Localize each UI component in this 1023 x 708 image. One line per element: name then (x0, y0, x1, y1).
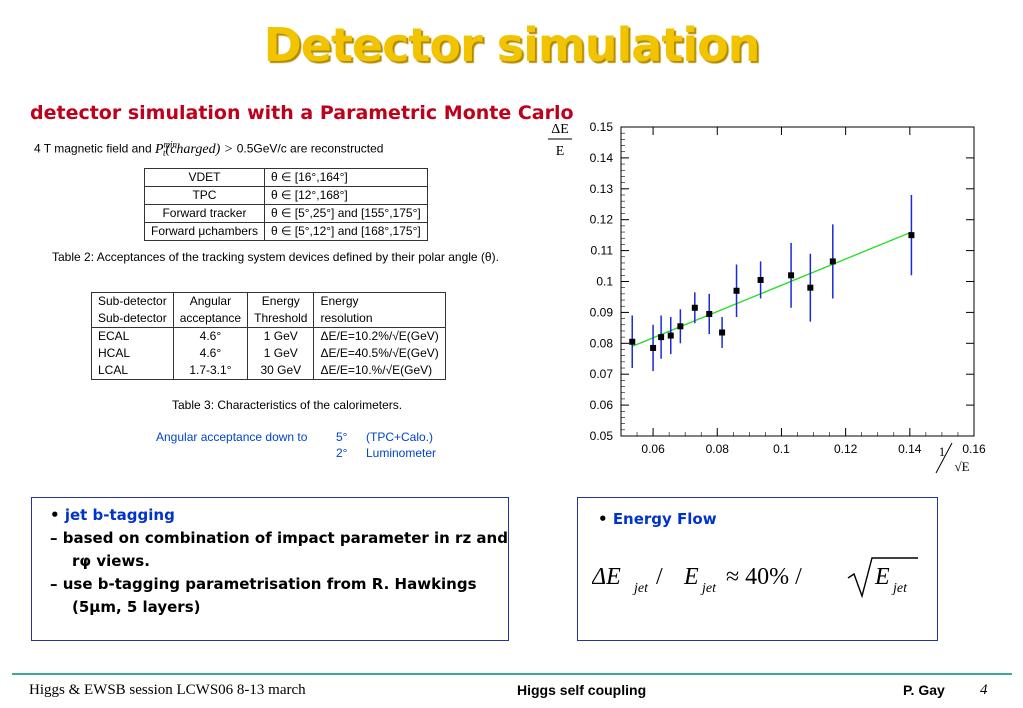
btagging-box: • jet b-tagging – based on combination o… (31, 497, 509, 641)
plot-frame (620, 126, 975, 437)
table-row: Forward tracker θ ∈ [5°,25°] and [155°,17… (144, 204, 428, 223)
energy-flow-formula: ΔE jet / E jet ≈ 40% / E jet (592, 557, 918, 599)
x-tick-label: 0.1 (773, 442, 790, 456)
angular-acceptance-note: Angular acceptance down to 5° (TPC+Calo.) … (156, 429, 436, 461)
y-tick-label: 0.09 (590, 305, 614, 319)
slide-title: Detector simulation (263, 18, 761, 72)
btag-item: – based on combination of impact paramet… (50, 529, 508, 570)
table-header-row: Sub-detector acceptance Threshold resolutio… (91, 310, 446, 328)
data-point (706, 310, 713, 317)
fit-line (631, 231, 912, 347)
data-point (719, 329, 726, 336)
table2-caption: Table 2: Acceptances of the tracking sys… (52, 250, 499, 264)
table-row: LCAL 1.7-3.1° 30 GeV ΔE/E=10.%/√E(GeV) (91, 362, 446, 380)
y-tick-label: 0.11 (591, 244, 614, 258)
data-point (691, 304, 698, 311)
acceptance-desc: Luminometer (366, 446, 437, 460)
footer-divider (12, 673, 1012, 675)
y-tick-label: 0.13 (590, 182, 614, 196)
table-row: ECAL 4.6° 1 GeV ΔE/E=10.2%/√E(GeV) (91, 327, 446, 345)
data-point (667, 332, 674, 339)
acceptance-angle: 5° (336, 430, 348, 444)
energy-flow-box: • Energy Flow ΔE jet / E jet ≈ 40% / E j… (577, 497, 938, 641)
data-point (733, 287, 740, 294)
section-subtitle: detector simulation with a Parametric Mo… (30, 102, 574, 124)
acceptance-label: Angular acceptance down to (156, 430, 308, 444)
intro-text: 4 T magnetic field and Pmint(charged) > … (34, 139, 383, 158)
table-row: HCAL 4.6° 1 GeV ΔE/E=40.5%/√E(GeV) (91, 345, 446, 362)
y-axis-label: E (556, 144, 565, 159)
data-point (788, 272, 795, 279)
x-tick-label: 0.14 (898, 442, 922, 456)
x-tick-label: 0.06 (641, 442, 665, 456)
formula-e: E (683, 564, 699, 590)
y-tick-label: 0.14 (590, 151, 614, 165)
y-tick-label: 0.06 (590, 398, 614, 412)
x-axis-label: √E (954, 459, 969, 474)
formula-slash: / (656, 564, 663, 590)
x-axis-label: 1 (939, 444, 946, 459)
table-header-row: Sub-detector Angular Energy Energy (91, 292, 446, 310)
x-tick-label: 0.08 (706, 442, 730, 456)
intro-post: 0.5GeV/c are reconstructed (236, 141, 384, 156)
data-point (757, 276, 764, 283)
intro-pre: 4 T magnetic field and (34, 141, 155, 156)
table3-caption: Table 3: Characteristics of the calorime… (172, 398, 403, 412)
data-point (677, 323, 684, 330)
formula-sub: jet (891, 581, 908, 596)
footer-author: P. Gay (903, 682, 945, 698)
page-number: 4 (980, 682, 988, 698)
data-point (650, 344, 657, 351)
table-row: Forward μchambers θ ∈ [5°,12°] and [168°,… (144, 222, 428, 241)
sqrt-sign (847, 557, 918, 599)
y-tick-label: 0.15 (590, 120, 614, 134)
y-tick-label: 0.05 (590, 429, 614, 443)
y-tick-label: 0.1 (596, 275, 613, 289)
x-tick-label: 0.12 (834, 442, 858, 456)
table-row: VDET θ ∈ [16°,164°] (144, 168, 428, 187)
acceptance-angle: 2° (336, 446, 348, 460)
formula-delta-e: ΔE (592, 564, 621, 590)
btag-heading: • jet b-tagging (50, 506, 175, 524)
tracking-acceptance-table: VDET θ ∈ [16°,164°] TPC θ ∈ [12°,168°] For… (144, 168, 428, 241)
y-tick-label: 0.07 (590, 367, 614, 381)
y-axis-label: ΔE (551, 122, 569, 137)
formula-approx: ≈ 40% / (726, 564, 802, 590)
formula-sub: jet (700, 581, 717, 596)
y-tick-label: 0.08 (590, 336, 614, 350)
data-point (658, 334, 665, 341)
calorimeter-table: Sub-detector Angular Energy Energy Sub-dete… (91, 292, 446, 380)
eflow-heading: • Energy Flow (598, 510, 717, 528)
formula-sqrt-e: E (874, 564, 890, 590)
data-point (908, 232, 915, 239)
x-label-slash (935, 442, 953, 474)
data-point (829, 258, 836, 265)
y-tick-label: 0.12 (590, 213, 614, 227)
x-tick-label: 0.16 (962, 442, 986, 456)
formula-sub: jet (632, 581, 649, 596)
footer-session: Higgs & EWSB session LCWS06 8-13 march (29, 682, 306, 698)
data-point (629, 338, 636, 345)
table-row: TPC θ ∈ [12°,168°] (144, 186, 428, 205)
energy-resolution-chart: 0.050.060.070.080.090.10.110.120.130.140… (548, 120, 986, 474)
btag-item: – use b-tagging parametrisation from R. … (50, 575, 477, 616)
data-point (807, 284, 814, 291)
intro-formula: Pmint(charged) > (154, 139, 237, 159)
footer-topic: Higgs self coupling (517, 682, 647, 698)
acceptance-desc: (TPC+Calo.) (366, 430, 434, 444)
